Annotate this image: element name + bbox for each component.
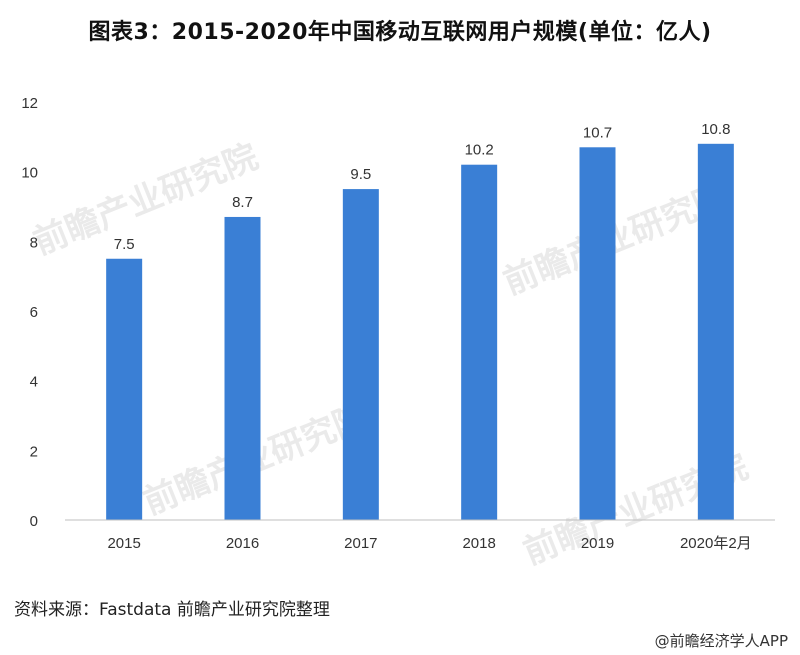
x-tick-label: 2015 — [107, 535, 140, 552]
bar — [106, 258, 143, 520]
y-tick-label: 2 — [30, 443, 38, 460]
x-tick-label: 2020年2月 — [680, 535, 752, 552]
y-tick-label: 0 — [30, 513, 38, 530]
y-tick-label: 8 — [30, 234, 38, 251]
y-axis: 0 2 4 6 8 10 12 — [21, 95, 38, 530]
bar — [342, 189, 379, 521]
bar — [697, 143, 734, 521]
data-label: 10.2 — [465, 142, 494, 159]
bar — [224, 216, 261, 520]
credit-note: @前瞻经济学人APP — [654, 632, 788, 650]
data-label: 10.8 — [701, 121, 730, 138]
x-tick-label: 2017 — [344, 535, 377, 552]
data-label: 7.5 — [114, 236, 135, 253]
source-note: 资料来源：Fastdata 前瞻产业研究院整理 — [14, 600, 330, 620]
data-labels: 7.5 8.7 9.5 10.2 10.7 10.8 — [114, 121, 731, 253]
data-label: 9.5 — [350, 166, 371, 183]
y-tick-label: 12 — [21, 95, 38, 112]
chart-title: 图表3：2015-2020年中国移动互联网用户规模(单位：亿人) — [88, 20, 712, 45]
x-tick-label: 2018 — [462, 535, 495, 552]
x-tick-label: 2016 — [226, 535, 259, 552]
y-tick-label: 4 — [30, 374, 38, 391]
x-axis: 2015 2016 2017 2018 2019 2020年2月 — [65, 519, 775, 552]
bar-series — [106, 143, 734, 521]
data-label: 8.7 — [232, 194, 253, 211]
y-tick-label: 10 — [21, 165, 38, 182]
bar — [461, 164, 498, 520]
bar — [579, 147, 616, 521]
y-tick-label: 6 — [30, 304, 38, 321]
data-label: 10.7 — [583, 124, 612, 141]
x-tick-label: 2019 — [581, 535, 614, 552]
